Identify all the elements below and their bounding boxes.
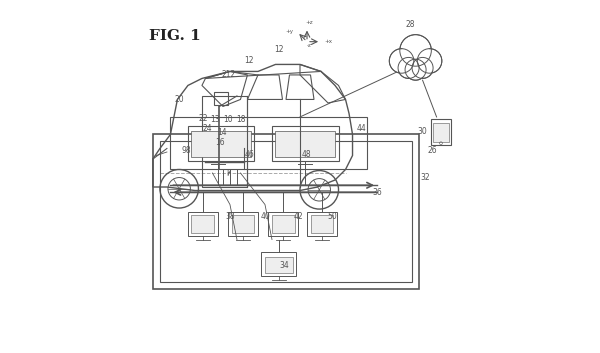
Circle shape <box>418 49 442 73</box>
Text: 10: 10 <box>223 115 233 124</box>
Bar <box>153 134 419 288</box>
Text: 32: 32 <box>420 173 430 182</box>
Text: 30: 30 <box>417 127 427 136</box>
Text: 12: 12 <box>274 45 284 54</box>
Bar <box>268 211 298 236</box>
Text: +y: +y <box>286 29 293 34</box>
Circle shape <box>391 50 412 71</box>
Text: +x: +x <box>325 39 332 44</box>
Text: 42: 42 <box>294 212 304 221</box>
Text: +z: +z <box>305 20 313 25</box>
Bar <box>433 123 449 142</box>
Text: 44: 44 <box>357 124 367 133</box>
Bar <box>265 257 293 273</box>
Bar <box>232 215 254 233</box>
Circle shape <box>402 37 429 64</box>
Bar <box>272 215 295 233</box>
Circle shape <box>405 59 426 80</box>
Bar <box>188 211 218 236</box>
Circle shape <box>412 58 433 78</box>
Text: 14: 14 <box>217 128 227 137</box>
Bar <box>272 126 338 161</box>
Bar <box>188 126 254 161</box>
Text: 36: 36 <box>373 188 383 197</box>
Text: 34: 34 <box>280 261 289 270</box>
Text: FIG. 1: FIG. 1 <box>149 29 201 43</box>
Circle shape <box>389 49 414 73</box>
Bar <box>262 252 296 276</box>
Text: 13: 13 <box>211 115 220 124</box>
Text: 24: 24 <box>202 124 212 133</box>
Text: 46: 46 <box>244 150 254 158</box>
Text: 38: 38 <box>226 212 235 221</box>
Bar <box>307 211 337 236</box>
Text: -z: -z <box>307 43 311 48</box>
Text: 26: 26 <box>427 146 437 155</box>
Circle shape <box>407 61 425 79</box>
Text: 50: 50 <box>327 212 337 221</box>
Circle shape <box>400 59 418 77</box>
Bar <box>431 119 451 145</box>
Text: 98: 98 <box>181 146 191 155</box>
Bar <box>311 215 333 233</box>
Text: 212: 212 <box>221 71 235 79</box>
Circle shape <box>419 50 440 71</box>
Bar <box>191 215 214 233</box>
Text: 12: 12 <box>244 56 254 65</box>
Text: 20: 20 <box>175 95 184 104</box>
Bar <box>214 92 228 105</box>
Circle shape <box>413 59 431 77</box>
Text: 40: 40 <box>260 212 270 221</box>
Text: 18: 18 <box>236 115 246 124</box>
Bar <box>191 131 251 157</box>
Text: 48: 48 <box>301 150 311 158</box>
Circle shape <box>398 58 419 78</box>
Text: 28: 28 <box>406 20 415 29</box>
Bar <box>170 117 367 169</box>
Circle shape <box>400 35 431 66</box>
Text: 16: 16 <box>215 138 226 147</box>
Text: F: F <box>226 169 230 178</box>
Bar <box>160 142 412 282</box>
Text: 22: 22 <box>199 114 208 123</box>
Bar <box>275 131 335 157</box>
Bar <box>228 211 258 236</box>
